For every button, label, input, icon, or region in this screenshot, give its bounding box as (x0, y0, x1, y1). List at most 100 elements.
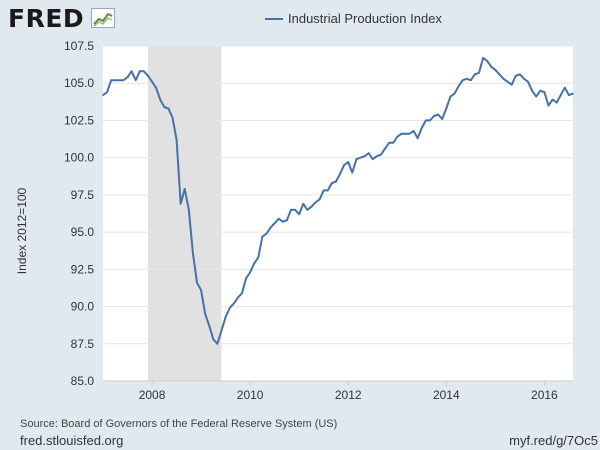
data-point (294, 208, 296, 211)
data-point (106, 91, 108, 93)
data-point (416, 137, 419, 140)
data-point (265, 232, 268, 235)
data-point (535, 95, 538, 98)
data-point (408, 133, 411, 135)
data-point (130, 70, 133, 73)
x-tick-label: 2016 (531, 388, 558, 402)
data-point (261, 235, 264, 238)
y-tick-label: 97.5 (71, 188, 95, 202)
y-tick-label: 102.5 (64, 113, 94, 127)
data-point (429, 119, 431, 122)
data-point (433, 115, 435, 117)
data-point (404, 133, 407, 135)
data-point (147, 74, 149, 77)
data-point (171, 116, 174, 119)
data-point (555, 101, 558, 104)
data-point (498, 73, 501, 76)
data-point (232, 302, 235, 305)
data-point (539, 89, 542, 92)
series-line (102, 56, 574, 345)
data-point (143, 70, 145, 73)
data-point (298, 213, 300, 216)
data-point (188, 208, 190, 211)
data-point (351, 171, 354, 174)
data-point (445, 107, 448, 110)
data-point (245, 277, 247, 280)
data-point (523, 77, 525, 80)
data-point (126, 76, 129, 79)
data-point (110, 79, 112, 82)
data-point (343, 164, 345, 166)
data-point (449, 95, 452, 98)
y-tick-label: 87.5 (71, 337, 95, 351)
data-point (551, 98, 554, 101)
data-point (151, 80, 153, 83)
data-point (155, 86, 157, 89)
data-point (183, 188, 186, 190)
data-point (506, 80, 509, 83)
data-point (363, 155, 366, 157)
y-tick-label: 107.5 (64, 39, 94, 53)
y-tick-label: 90.0 (71, 300, 95, 314)
data-point (441, 118, 444, 120)
data-point (510, 83, 513, 86)
data-point (494, 69, 497, 71)
line-chart-icon (91, 8, 115, 28)
data-point (249, 271, 251, 274)
data-point (212, 338, 215, 341)
source-note: Source: Board of Governors of the Federa… (20, 418, 338, 430)
data-point (257, 256, 260, 259)
data-point (224, 316, 227, 318)
data-point (159, 98, 162, 101)
data-point (527, 80, 529, 83)
data-point (568, 94, 570, 96)
data-point (514, 74, 517, 77)
data-point (122, 79, 125, 82)
data-point (547, 104, 550, 107)
data-point (138, 70, 141, 73)
data-point (478, 72, 480, 74)
short-url-link[interactable]: myf.red/g/7Oc5 (509, 433, 598, 448)
data-point (371, 158, 374, 160)
data-point (474, 73, 476, 76)
data-point (347, 161, 350, 163)
data-point (282, 220, 284, 223)
data-point (412, 130, 415, 132)
fred-logo: FRED (8, 4, 85, 33)
data-point (118, 79, 121, 82)
legend-series-label: Industrial Production Index (288, 11, 442, 26)
chart-header: FRED Industrial Production Index (0, 0, 600, 36)
data-point (208, 325, 211, 327)
legend-swatch (265, 17, 283, 20)
data-point (559, 94, 562, 96)
y-axis-label: Index 2012=100 (15, 187, 29, 274)
data-point (420, 127, 423, 129)
data-point (482, 57, 484, 59)
data-point (302, 203, 305, 205)
data-point (335, 180, 337, 183)
data-point (355, 158, 358, 160)
data-point (322, 189, 325, 192)
data-point (396, 136, 399, 138)
data-point (359, 156, 362, 159)
data-point (273, 222, 276, 224)
data-point (310, 206, 313, 208)
data-point (102, 94, 104, 96)
data-point (486, 60, 488, 62)
x-tick-label: 2010 (237, 388, 264, 402)
site-link[interactable]: fred.stlouisfed.org (20, 433, 124, 448)
data-point (167, 107, 170, 110)
data-point (572, 92, 574, 95)
data-point (290, 208, 292, 211)
data-point (339, 173, 341, 175)
data-point (314, 201, 317, 204)
data-point (519, 73, 521, 76)
data-point (286, 219, 288, 221)
data-point (388, 141, 390, 144)
plot-layer: 85.0 87.5 90.0 92.5 95.0 97.5 100.0 102.5 105.0 1… (64, 39, 574, 402)
data-point (384, 147, 386, 150)
data-point (461, 79, 464, 82)
chart-legend: Industrial Production Index (265, 11, 442, 26)
data-point (196, 281, 198, 284)
